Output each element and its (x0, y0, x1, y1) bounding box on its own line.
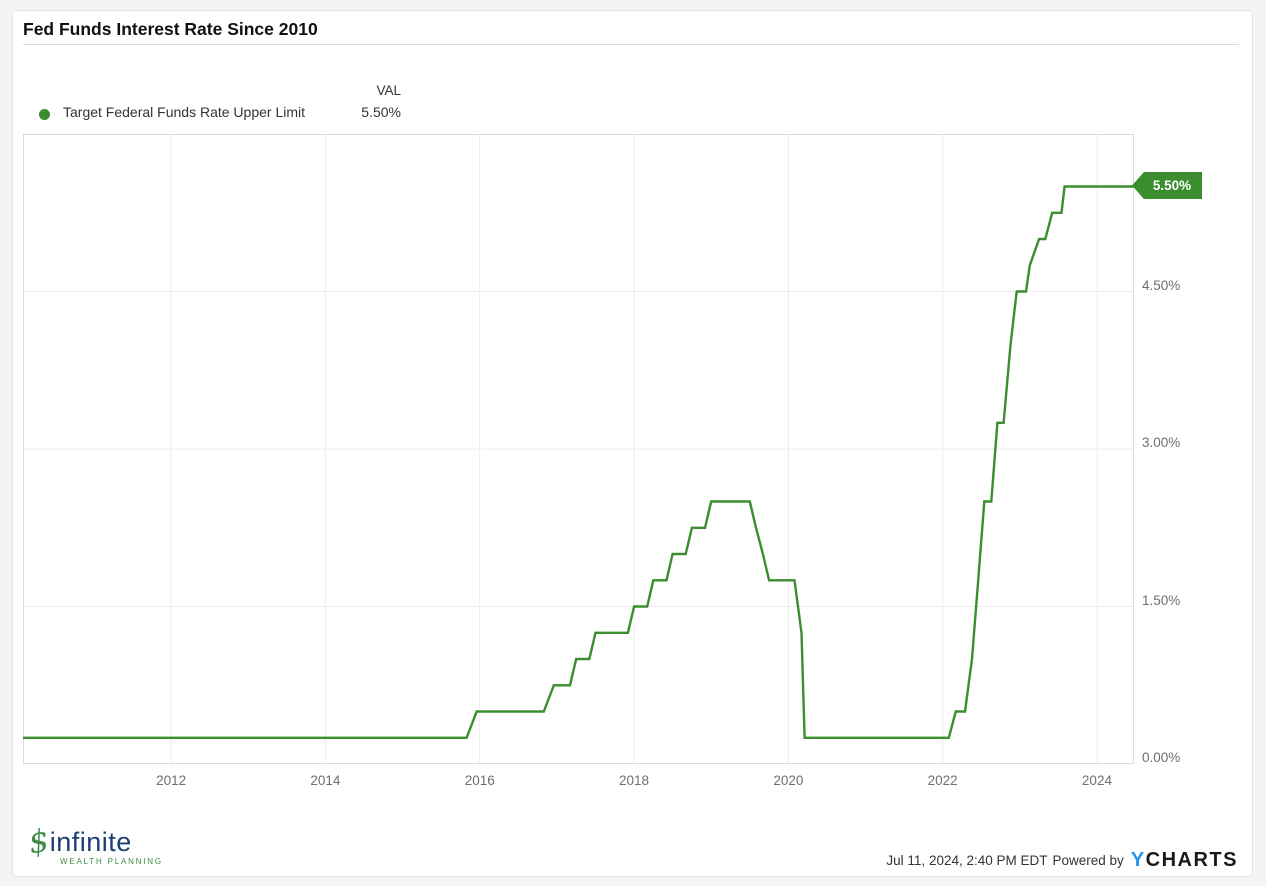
powered-by-label: Powered by (1052, 853, 1124, 868)
dollar-sign-icon: $ (26, 822, 52, 862)
y-axis-tick-label: 3.00% (1142, 435, 1181, 450)
x-axis-tick-label: 2020 (773, 773, 804, 788)
title-divider (23, 44, 1239, 45)
y-axis-tick-label: 4.50% (1142, 277, 1181, 293)
logo-wordmark: infinite (49, 827, 132, 857)
series-line (23, 185, 1134, 739)
y-axis-tick-label: 1.50% (1142, 592, 1181, 608)
x-axis-tick-label: 2016 (464, 773, 495, 788)
ycharts-charts-mark: CHARTS (1145, 849, 1238, 871)
last-value-badge: 5.50% (1132, 172, 1202, 199)
legend-val-value: 5.50% (361, 104, 401, 120)
x-axis-tick-label: 2018 (619, 773, 650, 788)
infinite-wealth-planning-logo: $ infinite WEALTH PLANNING (26, 822, 163, 866)
plot-area (23, 134, 1134, 764)
x-axis-tick-label: 2012 (156, 773, 187, 788)
attribution: Jul 11, 2024, 2:40 PM EDT Powered by YCH… (886, 849, 1238, 872)
x-axis-tick-label: 2022 (927, 773, 958, 788)
plot-border (23, 134, 1134, 764)
ycharts-y-mark: Y (1130, 849, 1146, 871)
y-axis-tick-label: 0.00% (1142, 750, 1181, 765)
ycharts-logo: YCHARTS (1131, 849, 1238, 872)
legend-val-header: VAL (376, 83, 401, 98)
legend-series-label: Target Federal Funds Rate Upper Limit (63, 104, 305, 120)
page-title: Fed Funds Interest Rate Since 2010 (23, 19, 318, 39)
timestamp: Jul 11, 2024, 2:40 PM EDT (886, 853, 1048, 868)
chart-card: Fed Funds Interest Rate Since 2010 Targe… (12, 10, 1253, 877)
x-axis-tick-label: 2014 (310, 773, 341, 788)
series-dot-icon (39, 109, 50, 120)
x-axis-tick-label: 2024 (1081, 773, 1112, 788)
logo-subtext: WEALTH PLANNING (60, 857, 163, 866)
